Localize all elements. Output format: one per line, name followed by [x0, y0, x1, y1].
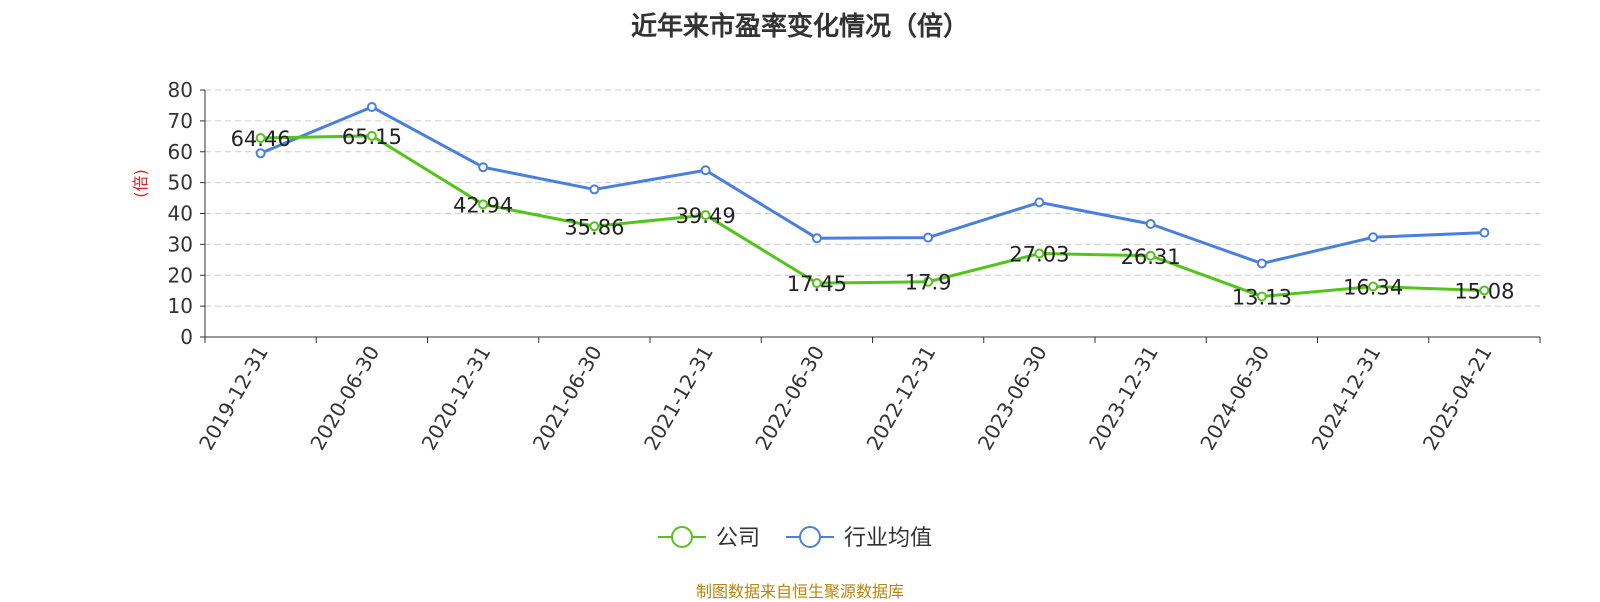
data-point: [1256, 258, 1267, 269]
x-tick-label: 2019-12-31: [194, 342, 273, 455]
data-label: 16.34: [1343, 276, 1403, 300]
chart-title: 近年来市盈率变化情况（倍）: [630, 12, 969, 42]
y-tick-label: 60: [168, 140, 193, 164]
x-tick-label: 2024-12-31: [1307, 342, 1386, 455]
series-line: [260, 134, 1485, 298]
x-tick-label: 2022-12-31: [862, 342, 941, 455]
data-point: [1368, 232, 1379, 243]
data-point: [1145, 218, 1156, 229]
x-tick-label: 2023-06-30: [973, 342, 1052, 455]
data-point: [1145, 250, 1156, 261]
data-label: 42.94: [453, 193, 513, 217]
data-label: 17.9: [905, 271, 952, 295]
y-tick-label: 20: [168, 263, 193, 287]
data-label: 35.86: [564, 215, 624, 239]
data-point: [366, 101, 377, 112]
source-note: 制图数据来自恒生聚源数据库: [695, 582, 904, 601]
data-label: 15.08: [1454, 279, 1514, 303]
y-tick-label: 0: [180, 325, 193, 349]
legend-marker: [799, 526, 821, 548]
data-label: 17.45: [787, 272, 847, 296]
data-point: [589, 221, 600, 232]
data-label: 27.03: [1009, 243, 1069, 267]
legend-label: 行业均值: [844, 526, 932, 551]
data-point: [255, 148, 266, 159]
data-point: [1368, 281, 1379, 292]
data-point: [1479, 285, 1490, 296]
data-label: 65.15: [342, 125, 402, 149]
data-point: [366, 130, 377, 141]
y-tick-label: 30: [168, 232, 193, 256]
data-label: 64.46: [231, 127, 291, 151]
data-point: [700, 165, 711, 176]
legend-marker: [671, 526, 693, 548]
x-tick-label: 2020-12-31: [417, 342, 496, 455]
data-point: [1034, 248, 1045, 259]
data-point: [700, 210, 711, 221]
data-point: [589, 184, 600, 195]
data-point: [1479, 227, 1490, 238]
data-point: [923, 276, 934, 287]
data-label: 39.49: [676, 204, 736, 228]
y-tick-label: 10: [168, 294, 193, 318]
data-point: [811, 233, 822, 244]
x-tick-label: 2021-06-30: [528, 342, 607, 455]
legend-label: 公司: [716, 526, 760, 551]
data-point: [478, 199, 489, 210]
x-tick-label: 2021-12-31: [639, 342, 718, 455]
data-point: [811, 278, 822, 289]
y-tick-label: 40: [168, 202, 193, 226]
series-line: [260, 105, 1485, 266]
data-label: 26.31: [1121, 245, 1181, 269]
data-point: [255, 132, 266, 143]
x-tick-label: 2020-06-30: [305, 342, 384, 455]
x-tick-label: 2025-04-21: [1418, 342, 1497, 455]
x-tick-label: 2022-06-30: [750, 342, 829, 455]
data-point: [1256, 291, 1267, 302]
x-tick-label: 2024-06-30: [1195, 342, 1274, 455]
data-point: [478, 162, 489, 173]
x-tick-label: 2023-12-31: [1084, 342, 1163, 455]
y-tick-label: 50: [168, 171, 193, 195]
y-axis-label: (倍): [131, 169, 150, 198]
y-tick-label: 80: [168, 78, 193, 102]
data-point: [923, 232, 934, 243]
y-tick-label: 70: [168, 109, 193, 133]
data-point: [1034, 197, 1045, 208]
data-label: 13.13: [1232, 285, 1292, 309]
